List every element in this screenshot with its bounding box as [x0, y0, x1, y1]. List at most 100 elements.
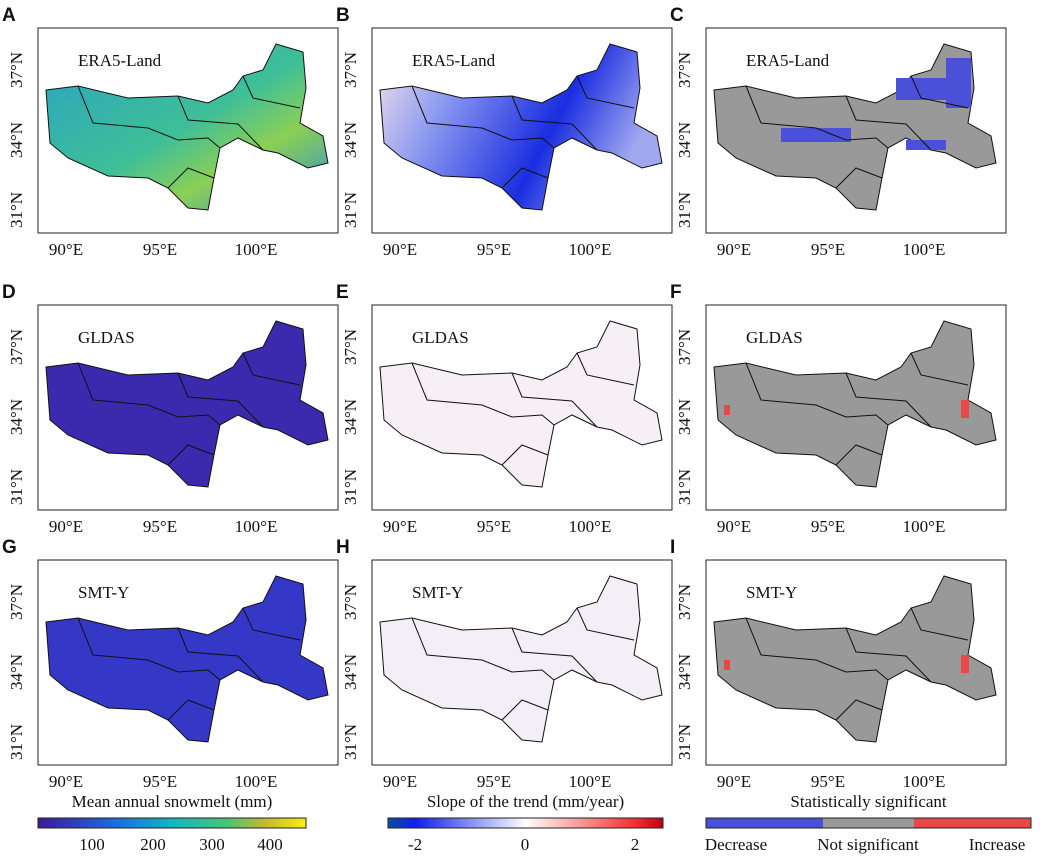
x-tick-label: 95°E	[143, 240, 177, 259]
y-tick-label: 37°N	[341, 329, 360, 365]
dataset-label: ERA5-Land	[78, 51, 162, 70]
y-tick-label: 37°N	[675, 329, 694, 365]
increase-area	[961, 655, 969, 673]
colorbar-title: Mean annual snowmelt (mm)	[72, 792, 273, 811]
colorbar-tick-label: 100	[79, 835, 105, 854]
colorbar	[387, 817, 664, 829]
colorbar	[705, 817, 1032, 829]
decrease-area	[781, 128, 851, 142]
panel: G SMT-Y 37°N 34°N 31°N 90°E 95°E 100°E	[2, 537, 339, 791]
x-tick-label: 90°E	[717, 772, 751, 791]
panel-letter: C	[670, 5, 684, 26]
dataset-label: GLDAS	[78, 328, 135, 347]
x-tick-label: 95°E	[143, 772, 177, 791]
decrease-area	[946, 58, 971, 108]
y-tick-label: 31°N	[341, 469, 360, 505]
y-tick-label: 34°N	[675, 399, 694, 435]
colorbar-tick-label: 300	[199, 835, 225, 854]
panel-letter: B	[336, 5, 350, 26]
x-tick-label: 90°E	[717, 240, 751, 259]
x-tick-label: 90°E	[717, 517, 751, 536]
colorbar	[37, 817, 307, 829]
y-tick-label: 37°N	[341, 584, 360, 620]
panel: F GLDAS 37°N 34°N 31°N 90°E 95°E 100°E	[670, 282, 1007, 536]
dataset-label: GLDAS	[746, 328, 803, 347]
dataset-label: SMT-Y	[746, 583, 797, 602]
colorbar-tick-label: Not significant	[817, 835, 919, 854]
y-tick-label: 37°N	[675, 584, 694, 620]
colorbar-tick-label: 400	[257, 835, 283, 854]
colorbar-tick-label: 2	[631, 835, 640, 854]
x-tick-label: 95°E	[811, 772, 845, 791]
increase-area	[724, 405, 730, 415]
x-tick-label: 100°E	[903, 517, 946, 536]
colorbar-tick-label: 200	[140, 835, 166, 854]
colorbar-tick-label: Increase	[969, 835, 1026, 854]
panel: B ERA5-Land 37°N 34°N 31°N 90°E 95°E 100°E	[336, 5, 673, 259]
panel-letter: D	[2, 282, 16, 303]
x-tick-label: 100°E	[235, 517, 278, 536]
y-tick-label: 34°N	[7, 399, 26, 435]
dataset-label: SMT-Y	[412, 583, 463, 602]
panel: D GLDAS 37°N 34°N 31°N 90°E 95°E 100°E	[2, 282, 339, 536]
dataset-label: GLDAS	[412, 328, 469, 347]
y-tick-label: 37°N	[341, 52, 360, 88]
colorbar-tick-label: Decrease	[705, 835, 767, 854]
dataset-label: ERA5-Land	[412, 51, 496, 70]
x-tick-label: 90°E	[49, 240, 83, 259]
y-tick-label: 31°N	[675, 724, 694, 760]
x-tick-label: 95°E	[477, 517, 511, 536]
decrease-area	[896, 78, 956, 100]
y-tick-label: 31°N	[675, 469, 694, 505]
panel-letter: G	[2, 537, 17, 558]
y-tick-label: 34°N	[675, 654, 694, 690]
x-tick-label: 95°E	[811, 517, 845, 536]
increase-area	[961, 400, 969, 418]
x-tick-label: 95°E	[477, 240, 511, 259]
x-tick-label: 100°E	[235, 240, 278, 259]
y-tick-label: 34°N	[341, 122, 360, 158]
x-tick-label: 100°E	[235, 772, 278, 791]
x-tick-label: 95°E	[811, 240, 845, 259]
x-tick-label: 95°E	[477, 772, 511, 791]
dataset-label: SMT-Y	[78, 583, 129, 602]
y-tick-label: 31°N	[675, 192, 694, 228]
colorbar-title: Slope of the trend (mm/year)	[427, 792, 624, 811]
y-tick-label: 31°N	[341, 192, 360, 228]
y-tick-label: 37°N	[675, 52, 694, 88]
colorbar-tick-label: -2	[408, 835, 422, 854]
x-tick-label: 90°E	[383, 772, 417, 791]
dataset-label: ERA5-Land	[746, 51, 830, 70]
y-tick-label: 34°N	[341, 654, 360, 690]
y-tick-label: 31°N	[7, 469, 26, 505]
x-tick-label: 90°E	[49, 517, 83, 536]
y-tick-label: 34°N	[675, 122, 694, 158]
colorbar-title: Statistically significant	[790, 792, 947, 811]
x-tick-label: 90°E	[383, 517, 417, 536]
y-tick-label: 37°N	[7, 329, 26, 365]
y-tick-label: 31°N	[341, 724, 360, 760]
y-tick-label: 37°N	[7, 52, 26, 88]
panel: I SMT-Y 37°N 34°N 31°N 90°E 95°E 100°E	[670, 537, 1007, 791]
x-tick-label: 100°E	[903, 240, 946, 259]
y-tick-label: 37°N	[7, 584, 26, 620]
y-tick-label: 34°N	[7, 654, 26, 690]
x-tick-label: 100°E	[569, 772, 612, 791]
colorbar-tick-label: 0	[521, 835, 530, 854]
x-tick-label: 100°E	[569, 240, 612, 259]
panel-letter: F	[670, 282, 682, 303]
x-tick-label: 90°E	[49, 772, 83, 791]
increase-area	[724, 660, 730, 670]
panel: A ERA5-Land 37°N 34°N 31°N 90°E 95°E 100°E	[2, 5, 339, 259]
x-tick-label: 100°E	[569, 517, 612, 536]
panel-letter: E	[336, 282, 349, 303]
x-tick-label: 90°E	[383, 240, 417, 259]
x-tick-label: 100°E	[903, 772, 946, 791]
y-tick-label: 31°N	[7, 192, 26, 228]
y-tick-label: 34°N	[341, 399, 360, 435]
y-tick-label: 34°N	[7, 122, 26, 158]
x-tick-label: 95°E	[143, 517, 177, 536]
panel: C ERA5-Land 37°N 34°N 31°N 90°E 95°E 100°E	[670, 5, 1007, 259]
panel: H SMT-Y 37°N 34°N 31°N 90°E 95°E 100°E	[336, 537, 673, 791]
